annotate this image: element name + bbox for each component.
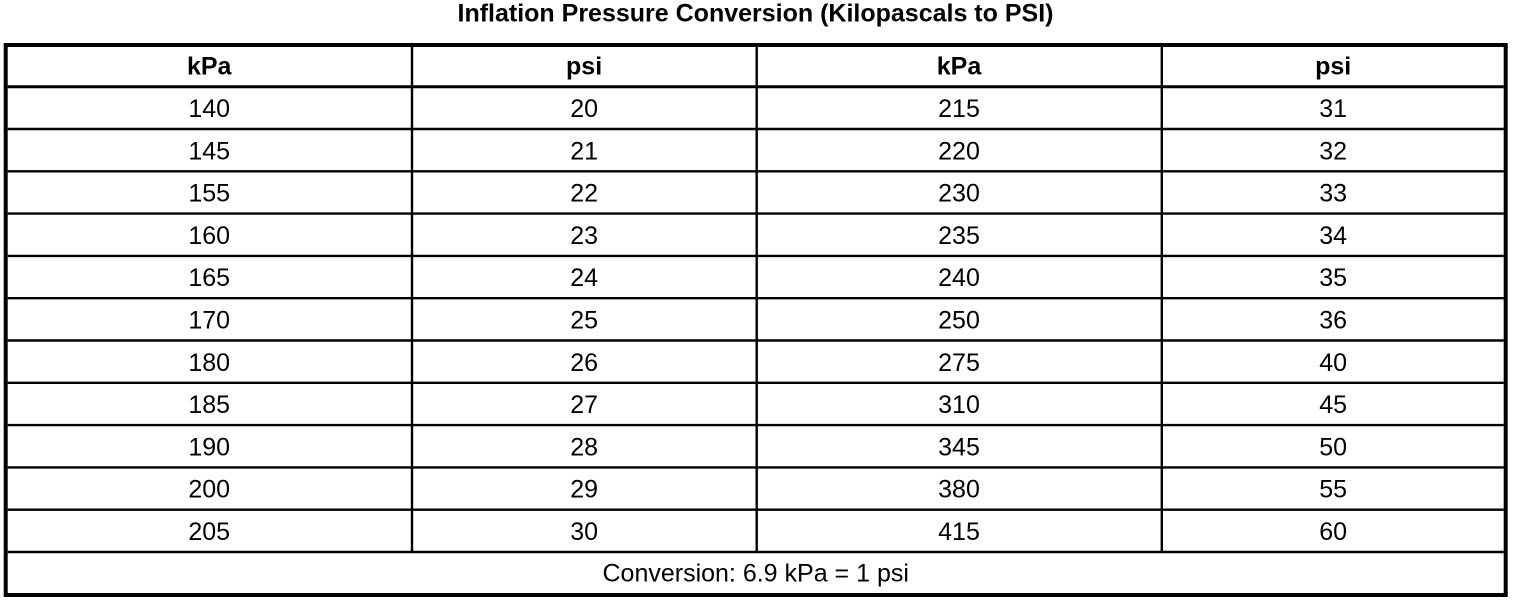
svg-text:200: 200 [188,476,230,504]
svg-text:235: 235 [938,222,980,250]
svg-text:27: 27 [570,391,598,419]
svg-text:180: 180 [188,349,230,377]
svg-text:28: 28 [570,433,598,461]
svg-text:275: 275 [938,349,980,377]
svg-text:kPa: kPa [937,53,983,81]
svg-text:240: 240 [938,264,980,292]
svg-text:34: 34 [1319,222,1347,250]
svg-text:Conversion: 6.9 kPa = 1 psi: Conversion: 6.9 kPa = 1 psi [602,560,908,588]
svg-text:60: 60 [1319,518,1347,546]
svg-text:21: 21 [570,137,598,165]
svg-text:55: 55 [1319,476,1347,504]
svg-text:22: 22 [570,180,598,208]
svg-text:20: 20 [570,95,598,123]
svg-text:345: 345 [938,433,980,461]
svg-text:23: 23 [570,222,598,250]
svg-text:415: 415 [938,518,980,546]
svg-text:50: 50 [1319,433,1347,461]
svg-text:33: 33 [1319,180,1347,208]
svg-text:140: 140 [188,95,230,123]
svg-text:310: 310 [938,391,980,419]
svg-text:250: 250 [938,307,980,335]
svg-text:psi: psi [1315,53,1351,81]
svg-text:26: 26 [570,349,598,377]
svg-text:190: 190 [188,433,230,461]
svg-text:29: 29 [570,476,598,504]
svg-text:220: 220 [938,137,980,165]
svg-text:165: 165 [188,264,230,292]
svg-text:230: 230 [938,180,980,208]
svg-text:kPa: kPa [187,53,233,81]
svg-text:185: 185 [188,391,230,419]
svg-text:Inflation Pressure Conversion: Inflation Pressure Conversion (Kilopasca… [458,0,1054,27]
svg-text:145: 145 [188,137,230,165]
svg-text:35: 35 [1319,264,1347,292]
svg-text:36: 36 [1319,307,1347,335]
svg-text:160: 160 [188,222,230,250]
svg-text:30: 30 [570,518,598,546]
svg-text:45: 45 [1319,391,1347,419]
svg-text:380: 380 [938,476,980,504]
svg-text:40: 40 [1319,349,1347,377]
svg-text:205: 205 [188,518,230,546]
svg-text:155: 155 [188,180,230,208]
svg-text:31: 31 [1319,95,1347,123]
svg-text:32: 32 [1319,137,1347,165]
svg-text:psi: psi [566,53,602,81]
svg-text:215: 215 [938,95,980,123]
svg-text:25: 25 [570,307,598,335]
svg-text:170: 170 [188,307,230,335]
svg-text:24: 24 [570,264,598,292]
